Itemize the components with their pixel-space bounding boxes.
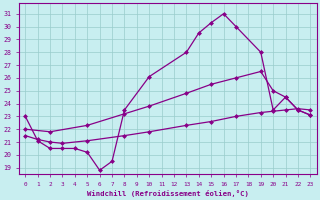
- X-axis label: Windchill (Refroidissement éolien,°C): Windchill (Refroidissement éolien,°C): [87, 190, 249, 197]
